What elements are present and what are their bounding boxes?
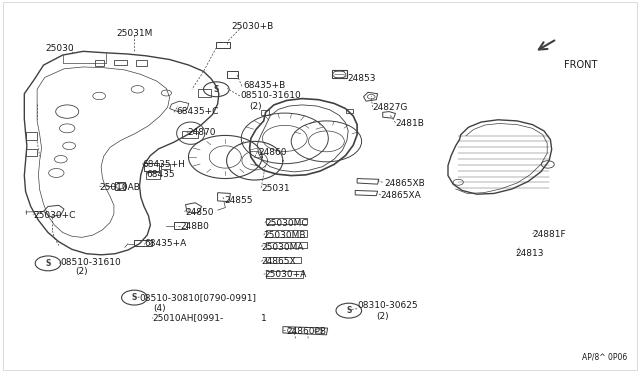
Text: (2): (2) — [76, 267, 88, 276]
Text: 24855: 24855 — [224, 196, 253, 205]
Text: AP/8^ 0P06: AP/8^ 0P06 — [582, 353, 627, 362]
Text: 24865X: 24865X — [261, 257, 296, 266]
Text: S: S — [346, 306, 351, 315]
Text: 68435+B: 68435+B — [243, 81, 285, 90]
Text: 24860: 24860 — [258, 148, 287, 157]
Text: 24865XB: 24865XB — [384, 179, 425, 187]
Text: (4): (4) — [154, 304, 166, 312]
Text: 08510-31610: 08510-31610 — [240, 92, 301, 100]
Text: 25030: 25030 — [45, 44, 74, 53]
Text: 24850: 24850 — [185, 208, 214, 217]
Text: 08310-30625: 08310-30625 — [357, 301, 418, 310]
Text: 25030MC: 25030MC — [266, 219, 308, 228]
Text: 25010AB: 25010AB — [99, 183, 140, 192]
Text: 2481B: 2481B — [396, 119, 424, 128]
Text: 24865XA: 24865XA — [381, 191, 422, 200]
Text: 25030+C: 25030+C — [33, 211, 76, 219]
Text: 25031M: 25031M — [116, 29, 152, 38]
Text: 25030MB: 25030MB — [264, 231, 306, 240]
Text: 68435+A: 68435+A — [144, 239, 186, 248]
Text: 25031: 25031 — [261, 185, 290, 193]
Text: S: S — [45, 259, 51, 268]
Text: S: S — [214, 85, 219, 94]
Text: 24827G: 24827G — [372, 103, 408, 112]
Text: 25030MA: 25030MA — [261, 243, 303, 251]
Text: 08510-30810[0790-0991]: 08510-30810[0790-0991] — [140, 293, 257, 302]
Text: S: S — [132, 293, 137, 302]
Text: 24813: 24813 — [516, 249, 545, 258]
Text: 08510-31610: 08510-31610 — [61, 258, 122, 267]
Text: 248B0: 248B0 — [180, 222, 209, 231]
Text: 68435+C: 68435+C — [176, 107, 218, 116]
Text: 1: 1 — [261, 314, 267, 323]
Text: (2): (2) — [250, 102, 262, 110]
Text: 25010AH[0991-: 25010AH[0991- — [152, 314, 223, 323]
Text: 24881F: 24881F — [532, 230, 566, 239]
Text: FRONT: FRONT — [564, 60, 598, 70]
Text: 68435+H: 68435+H — [142, 160, 185, 169]
Text: 68435: 68435 — [146, 170, 175, 179]
Text: (2): (2) — [376, 312, 389, 321]
Text: 25030+A: 25030+A — [264, 270, 307, 279]
Text: 24853: 24853 — [347, 74, 376, 83]
Text: 24860PB: 24860PB — [286, 327, 326, 336]
Text: 25030+B: 25030+B — [232, 22, 274, 31]
Text: 24870: 24870 — [187, 128, 216, 137]
